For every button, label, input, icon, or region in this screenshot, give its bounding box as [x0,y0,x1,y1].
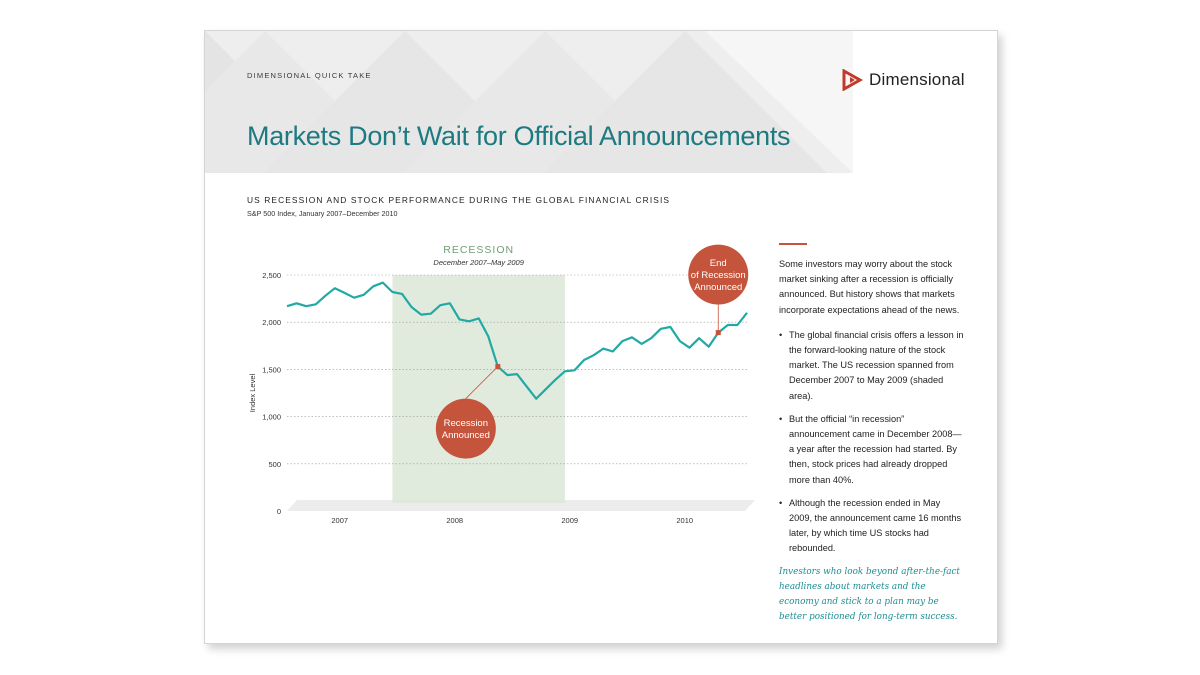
bullet-item: • But the official “in recession” announc… [779,412,964,488]
annotation-bubble [435,398,496,459]
sp500-line [286,281,748,400]
y-tick-label: 500 [268,460,281,469]
y-axis-label: Index Level [248,373,257,412]
recession-sublabel: December 2007–May 2009 [433,258,524,267]
annotation-marker [495,364,501,370]
y-tick-label: 2,500 [262,271,281,280]
annotation-text: Announced [442,430,490,441]
sp500-line-chart: RECESSION December 2007–May 2009 0 500 1,000… [248,244,755,525]
recession-label: RECESSION [443,244,514,256]
bullet-item: • The global financial crisis offers a le… [779,328,964,404]
annotation-text: of Recession [691,270,746,281]
annotation-leader [465,366,499,399]
intro-paragraph: Some investors may worry about the stock… [779,259,960,315]
x-tick-label: 2008 [446,516,463,525]
annotation-marker [715,330,721,336]
dimensional-logo-icon [842,69,863,91]
bullet-text: The global financial crisis offers a les… [789,329,964,401]
page-title: Markets Don’t Wait for Official Announce… [247,121,791,151]
bullet-dot-icon: • [779,497,783,508]
x-tick-label: 2010 [676,516,693,525]
chart-subtitle: S&P 500 Index, January 2007–December 201… [247,209,398,218]
accent-rule [779,243,807,245]
y-tick-label: 0 [277,507,281,516]
bullet-item: • Although the recession ended in May 200… [779,496,964,557]
bullet-dot-icon: • [779,329,783,340]
x-tick-label: 2007 [331,516,348,525]
pull-quote: Investors who look beyond after-the-fact… [779,566,960,623]
banner-triangles [205,31,997,173]
annotation-text: End [710,258,727,269]
y-tick-label: 1,500 [262,365,281,374]
brand-logo: Dimensional [841,69,965,91]
header-banner [205,31,997,173]
bullet-text: But the official “in recession” announce… [789,413,962,485]
annotation-text: Recession [444,418,488,429]
bullet-text: Although the recession ended in May 2009… [789,497,962,554]
y-tick-label: 2,000 [262,318,281,327]
sidebar: Some investors may worry about the stock… [779,243,964,625]
report-label: DIMENSIONAL QUICK TAKE [247,71,372,80]
annotation-bubble [688,244,749,305]
recession-shade [392,275,565,503]
report-page: DIMENSIONAL QUICK TAKE Dimensional Marke… [204,30,998,644]
annotation-text: Announced [694,282,742,293]
y-tick-label: 1,000 [262,413,281,422]
chart-title: US RECESSION AND STOCK PERFORMANCE DURIN… [247,195,671,205]
bullet-list: • The global financial crisis offers a le… [779,328,964,557]
brand-name: Dimensional [869,70,965,89]
bullet-dot-icon: • [779,413,783,424]
x-tick-label: 2009 [561,516,578,525]
